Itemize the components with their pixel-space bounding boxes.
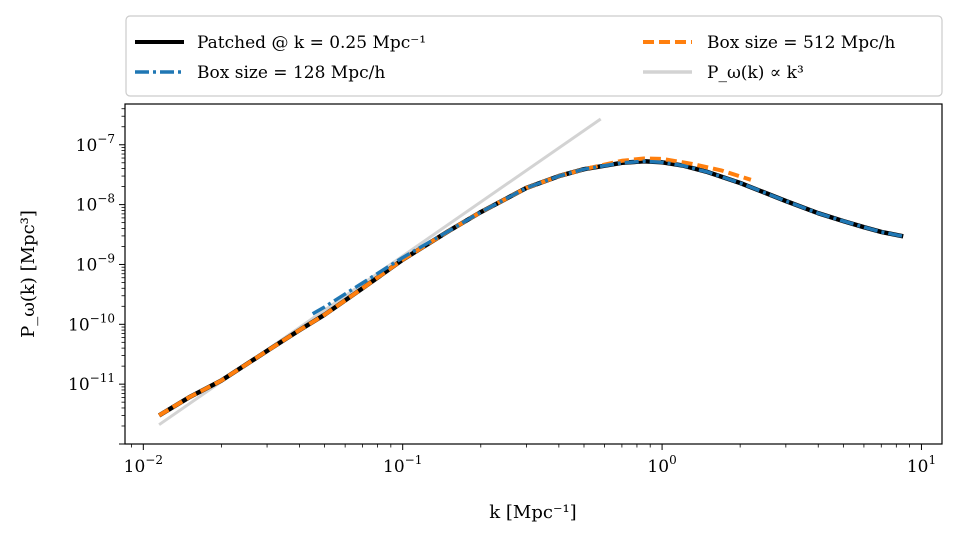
y-axis: 10−11 10−10 10−9 10−8 10−7 [68, 108, 125, 445]
legend-label-k3: P_ω(k) ∝ k³ [707, 63, 804, 83]
y-tick-label: 10−9 [76, 251, 115, 275]
series-patched-line [157, 159, 904, 418]
y-tick-label: 10−10 [68, 311, 115, 335]
x-axis-label: k [Mpc⁻¹] [489, 502, 576, 523]
legend-label-patched-text: Patched @ k = 0.25 Mpc⁻¹ [197, 33, 426, 53]
plot-area-frame [124, 103, 943, 445]
legend: Patched @ k = 0.25 Mpc⁻¹ Box size = 128 … [125, 15, 943, 97]
legend-label-patched: Patched @ k = 0.25 Mpc⁻¹ [197, 33, 426, 53]
legend-frame [125, 15, 943, 97]
series-box128-line [311, 159, 904, 316]
y-tick-label: 10−7 [76, 132, 115, 156]
y-axis-label: P_ω(k) [Mpc³] [18, 210, 39, 338]
x-tick-label: 101 [907, 453, 936, 477]
x-tick-label: 10−2 [124, 453, 163, 477]
legend-label-box128-text: Box size = 128 Mpc/h [197, 63, 385, 83]
series-layer [157, 117, 904, 426]
x-axis: 10−2 10−1 100 101 [124, 444, 936, 477]
y-tick-label: 10−8 [76, 192, 115, 216]
legend-label-box512-text: Box size = 512 Mpc/h [707, 33, 895, 53]
legend-label-k3-text: P_ω(k) ∝ k³ [707, 63, 804, 83]
legend-label-box512: Box size = 512 Mpc/h [707, 33, 895, 53]
y-tick-label: 10−11 [68, 371, 115, 395]
series-box512-line [158, 156, 752, 418]
x-tick-label: 10−1 [383, 453, 422, 477]
legend-label-box128: Box size = 128 Mpc/h [197, 63, 385, 83]
x-tick-label: 100 [647, 453, 676, 477]
